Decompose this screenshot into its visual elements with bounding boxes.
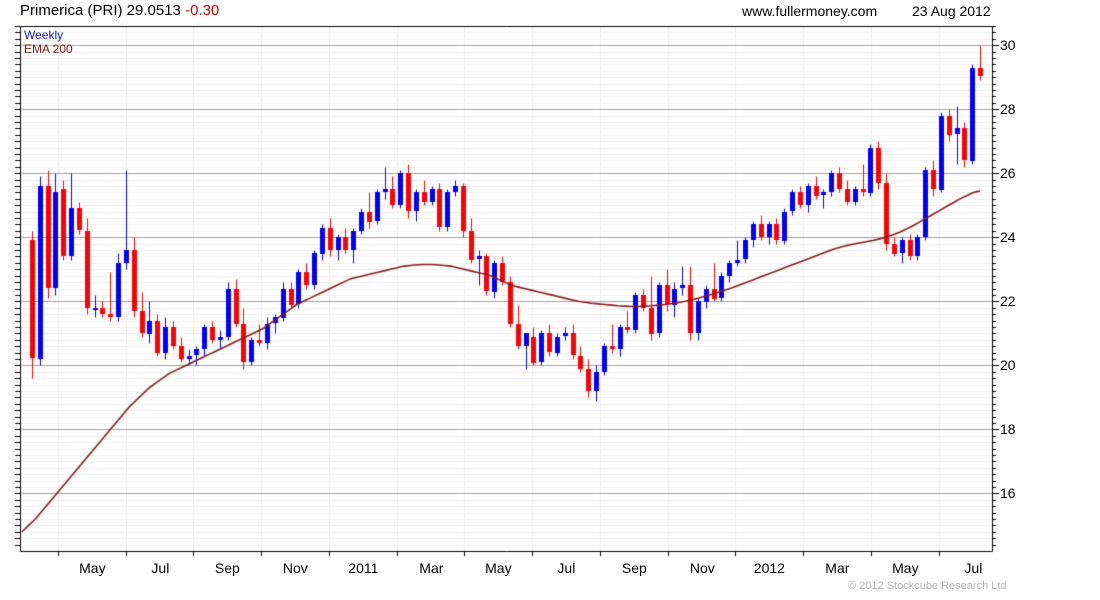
y-axis-tick-label: 22 [1000,293,1016,310]
x-axis-tick-label: Jul [964,560,983,576]
y-axis-tick-label: 16 [1000,485,1016,502]
x-axis-tick-label: Nov [689,560,715,576]
y-axis-tick-label: 30 [1000,37,1016,54]
x-axis-tick-label: Mar [419,560,444,576]
x-axis-tick-label: May [485,560,512,576]
y-axis-tick-label: 28 [1000,101,1016,118]
y-axis-tick-label: 18 [1000,421,1016,438]
y-axis-tick-label: 26 [1000,165,1016,182]
x-axis-tick-label: May [79,560,106,576]
y-axis-tick-label: 20 [1000,357,1016,374]
y-axis-tick-label: 24 [1000,229,1016,246]
x-axis-tick-label: Sep [621,560,647,576]
copyright-notice: © 2012 Stockcube Research Ltd [848,580,1007,592]
x-axis-tick-label: Sep [214,560,240,576]
x-axis-tick-label: May [892,560,919,576]
x-axis-tick-label: Jul [557,560,576,576]
x-axis-tick-label: Nov [282,560,308,576]
x-axis-tick-label: 2011 [348,560,379,576]
x-axis-tick-label: Mar [825,560,850,576]
x-axis-tick-label: 2012 [753,560,785,576]
x-axis-tick-label: Jul [151,560,170,576]
